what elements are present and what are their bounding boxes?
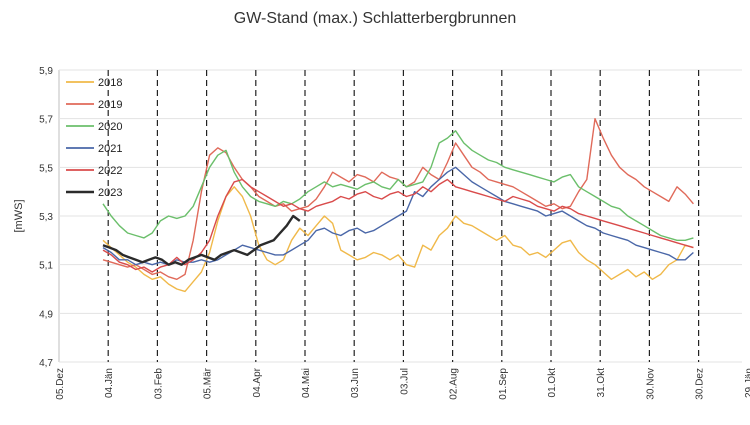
- x-tick-label: 05.Mär: [203, 367, 214, 399]
- x-tick-labels: 05.Dez 04.Jän 03.Feb 05.Mär 04.Apr 04.Mai 03.J…: [55, 367, 750, 399]
- y-tick-label: 5,9: [39, 66, 53, 77]
- x-tick-label: 29.Jän: [744, 368, 750, 398]
- x-tick-label: 30.Nov: [645, 368, 656, 400]
- legend-label: 2020: [98, 121, 122, 133]
- legend-label: 2023: [98, 187, 122, 199]
- x-tick-label: 01.Okt: [547, 368, 558, 398]
- legend-label: 2022: [98, 165, 122, 177]
- x-tick-label: 04.Apr: [252, 367, 263, 397]
- legend-label: 2019: [98, 99, 122, 111]
- series-line-2023: [102, 214, 301, 266]
- y-tick-label: 4,9: [39, 309, 53, 320]
- y-tick-label: 4,7: [39, 358, 53, 369]
- legend: 2018 2019 2020 2021 2022 2023: [66, 77, 122, 199]
- x-tick-label: 31.Okt: [596, 368, 607, 398]
- x-tick-label: 03.Jul: [399, 368, 410, 395]
- x-tick-label: 01.Sep: [498, 368, 509, 400]
- y-axis-label: [mWS]: [13, 200, 25, 233]
- series-line-2018: [102, 186, 694, 293]
- legend-label: 2021: [98, 143, 122, 155]
- series-line-2021: [102, 166, 694, 266]
- series-layer: [102, 117, 694, 293]
- y-tick-label: 5,5: [39, 163, 53, 174]
- x-tick-label: 04.Jän: [104, 368, 115, 398]
- series-line-2020: [102, 130, 694, 242]
- x-tick-label: 03.Feb: [153, 368, 164, 400]
- legend-label: 2018: [98, 77, 122, 89]
- month-dividers: [107, 70, 700, 362]
- y-tick-label: 5,7: [39, 115, 53, 126]
- chart-title: GW-Stand (max.) Schlatterbergbrunnen: [233, 10, 517, 27]
- x-tick-label: 02.Aug: [449, 368, 460, 400]
- grid-layer: [59, 69, 742, 363]
- series-line-2022: [102, 178, 694, 273]
- x-tick-label: 30.Dez: [695, 368, 706, 400]
- x-tick-label: 03.Jun: [350, 368, 361, 398]
- x-tick-label: 05.Dez: [55, 368, 66, 400]
- y-tick-label: 5,1: [39, 261, 53, 272]
- y-tick-label: 5,3: [39, 212, 53, 223]
- y-tick-labels: 4,7 4,9 5,1 5,3 5,5 5,7 5,9: [39, 66, 53, 369]
- x-tick-label: 04.Mai: [301, 368, 312, 398]
